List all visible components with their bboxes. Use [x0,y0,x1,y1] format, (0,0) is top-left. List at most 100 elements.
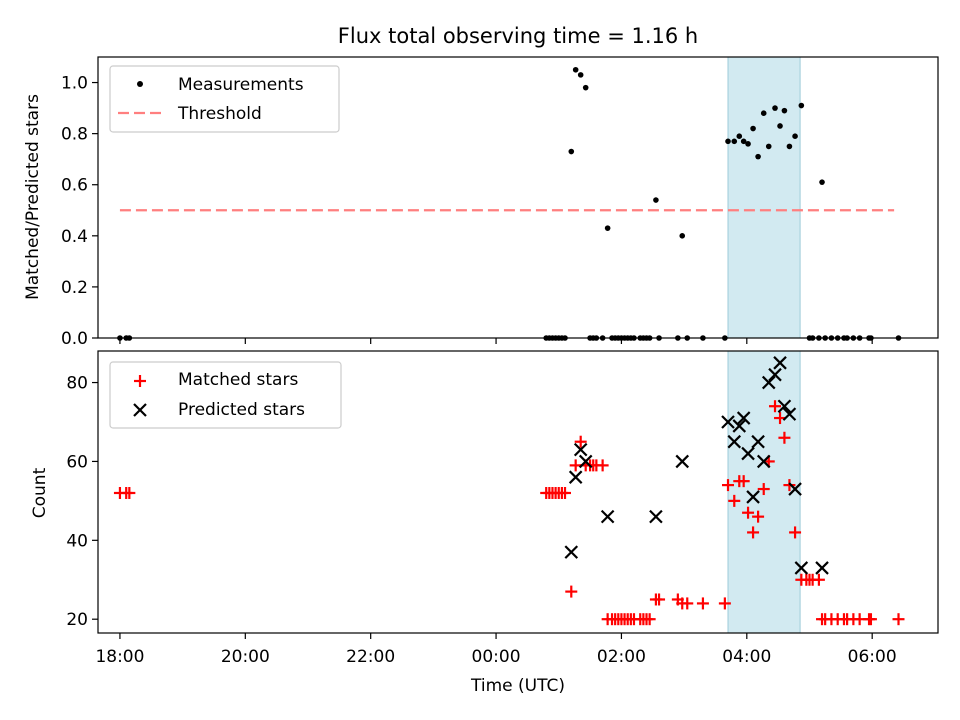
predicted-star-point [746,490,760,504]
predicted-star-point [751,434,765,449]
predicted-star-point [568,470,583,484]
matched-star-point [728,494,741,507]
measurement-point [653,197,659,203]
legend-threshold-label: Threshold [177,104,262,124]
x-tick-label: 06:00 [848,647,897,667]
x-tick-label: 20:00 [221,647,270,667]
measurement-point [819,179,825,185]
x-tick-label: 22:00 [346,647,395,667]
y-tick-label: 80 [66,374,88,394]
x-tick-label: 04:00 [722,647,771,667]
matched-star-point [565,585,578,598]
predicted-star-point [782,407,797,421]
matched-star-point [653,593,666,606]
measurement-point [679,233,686,239]
matched-star-point [696,597,709,610]
bottom-x-ticks: 18:00 20:00 22:00 00:00 02:00 04:00 06:00 [95,633,897,667]
bottom-plot-frame [97,350,939,634]
predicted-star-point [564,545,579,559]
chart-title: Flux total observing time = 1.16 h [338,24,698,48]
top-highlight-span [727,56,801,339]
star-count-points [113,356,905,626]
top-y-axis-label: Matched/Predicted stars [23,94,43,300]
x-axis-label: Time (UTC) [470,676,565,696]
matched-star-point [752,510,765,523]
matched-star-point [778,431,791,444]
predicted-star-point [736,411,751,425]
predicted-star-point [788,482,802,496]
matched-star-point [783,479,796,492]
matched-star-point [812,573,825,586]
measurement-point [781,107,788,114]
predicted-star-point [761,375,776,390]
predicted-star-point [768,367,782,382]
matched-star-point [722,479,734,492]
predicted-star-point [675,454,690,469]
matched-star-point [747,526,760,539]
matched-star-point [569,459,582,472]
top-plot-frame [97,56,939,339]
measurement-point [736,133,743,139]
measurement-point [772,105,778,111]
matched-star-point [643,613,656,626]
measurement-point [792,133,798,139]
matched-star-point [742,506,755,519]
top-x-ticks [119,338,873,344]
matched-star-point [757,483,770,496]
measurement-point [577,72,584,78]
matched-star-point [864,613,877,626]
matched-star-point [681,597,694,610]
legend-matched-label: Matched stars [178,370,298,390]
predicted-star-point [815,561,829,575]
measurement-point [740,138,747,145]
matched-star-point [718,597,731,610]
matched-star-point [123,486,136,499]
top-panel: Flux total observing time = 1.16 h 0.00.… [23,24,939,349]
measurement-point [745,141,751,147]
legend-measurements-label: Measurements [178,75,304,95]
predicted-star-point [756,454,771,469]
y-tick-label: 0.8 [61,125,88,145]
matched-star-point [559,486,572,499]
measurement-point [760,110,767,116]
top-y-ticks: 0.0 0.2 0.4 0.6 0.8 1.0 [61,74,98,349]
x-tick-label: 00:00 [472,647,521,667]
predicted-star-point [777,399,792,413]
predicted-star-point [732,419,747,433]
legend-measurements-marker [137,81,143,87]
predicted-star-point [741,446,755,461]
y-tick-label: 0.4 [61,227,88,247]
top-legend: Measurements Threshold [109,65,340,133]
matched-star-point [737,475,750,488]
bottom-panel: 20 40 60 80 18:00 20:00 22:00 00:00 02:00 04:00 0… [30,350,939,696]
matched-star-point [789,526,802,539]
bottom-legend: Matched stars Predicted stars [109,361,342,429]
bottom-y-axis-label: Count [30,467,50,518]
y-tick-label: 60 [66,452,88,472]
predicted-star-point [578,454,593,469]
predicted-star-point [573,442,588,457]
legend-predicted-label: Predicted stars [178,400,305,420]
bottom-y-ticks: 20 40 60 80 [66,374,98,630]
legend-predicted-marker [133,403,147,417]
x-tick-label: 02:00 [597,647,646,667]
legend-matched-marker [134,375,146,387]
y-tick-label: 0.6 [61,176,88,196]
predicted-star-point [600,509,615,524]
y-tick-label: 40 [66,531,88,551]
predicted-star-point [794,561,809,575]
measurement-point [750,125,756,132]
measurement-point [755,153,761,160]
measurement-point [777,123,783,129]
matched-star-point [596,459,609,472]
predicted-star-point [773,356,787,370]
measurement-point [786,143,793,150]
y-tick-label: 1.0 [61,74,88,94]
measurement-point [798,102,805,109]
measurement-point [582,84,589,91]
measurement-point [731,138,738,145]
predicted-star-point [727,434,742,449]
measurement-point [604,225,611,231]
x-tick-label: 18:00 [95,647,144,667]
